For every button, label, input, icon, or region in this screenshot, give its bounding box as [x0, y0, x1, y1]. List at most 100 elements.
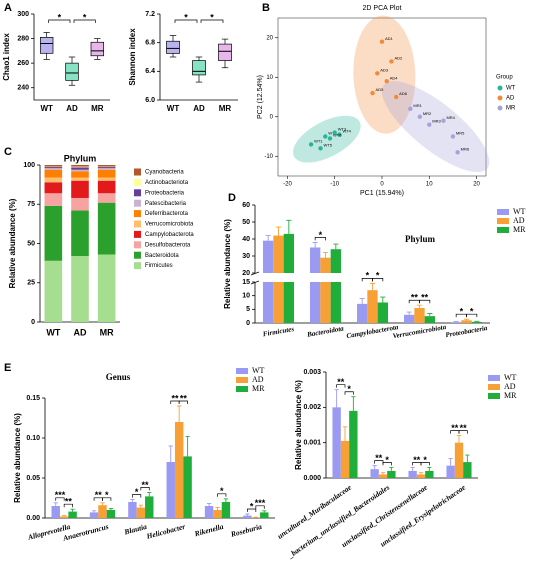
legend-swatch [236, 368, 248, 374]
y-tick-label: 0.003 [303, 369, 321, 376]
significance-label: * [319, 230, 323, 240]
point [417, 114, 423, 119]
bar-segment [44, 169, 63, 178]
box [166, 40, 180, 54]
legend-swatch [488, 375, 500, 381]
error-bar [53, 502, 58, 506]
legend-label: AD [504, 382, 516, 391]
legend-swatch [497, 227, 509, 233]
significance-bracket [132, 494, 142, 498]
error-bar [418, 472, 424, 475]
bar [89, 512, 99, 518]
error-bar [389, 466, 394, 471]
legend-label: Bacteroidota [145, 253, 179, 259]
y-tick-label: 0.05 [26, 475, 40, 482]
legend-label: WT [513, 207, 526, 216]
error-bar [62, 515, 67, 517]
point [389, 59, 394, 64]
x-tick-label: Roseburia [229, 522, 263, 539]
legend-label: Patescibacteria [145, 201, 187, 207]
error-bar [286, 219, 292, 234]
panel-label: E [4, 362, 11, 374]
point [327, 136, 333, 141]
bar-segment [71, 166, 89, 168]
bar-segment [71, 210, 89, 257]
bar-segment [44, 205, 63, 261]
bar-segment [71, 180, 89, 198]
point [427, 122, 432, 127]
legend-label: MR [504, 391, 517, 400]
y-axis-label: PC2 (12.54%) [257, 75, 264, 119]
legend-swatch [134, 199, 141, 207]
legend-label: Desulfobacterota [145, 242, 191, 248]
bar [166, 462, 175, 518]
bar [370, 469, 379, 478]
significance-bracket [174, 19, 198, 23]
legend-label: Verrucomicrobiota [145, 222, 194, 228]
bar [320, 257, 331, 323]
bar [260, 512, 269, 518]
error-bar [410, 466, 415, 471]
error-bar [215, 507, 220, 510]
error-bar [177, 405, 182, 422]
error-bar [262, 510, 267, 513]
bar-segment [97, 254, 116, 322]
legend-title: Group [496, 75, 513, 81]
y-tick-label: 75 [27, 201, 35, 208]
bar [136, 507, 146, 518]
bar [204, 506, 214, 518]
significance-bracket [372, 278, 384, 282]
point-label: AD3 [380, 67, 389, 72]
x-tick-label: -10 [330, 182, 339, 188]
error-bar [456, 435, 462, 443]
error-bar [275, 226, 282, 236]
error-bar [416, 304, 423, 308]
point [408, 106, 413, 112]
y-axis-label: Relative abundance (%) [294, 380, 303, 470]
significance-label: * [135, 487, 139, 497]
significance-bracket [419, 299, 431, 304]
significance-bracket [217, 493, 227, 497]
bar-segment [97, 177, 116, 181]
y-axis-label: Shannon index [128, 28, 137, 86]
x-tick-label: Proteobacteria [445, 324, 489, 339]
point-label: WT5 [324, 142, 333, 147]
legend-marker [497, 105, 503, 111]
error-bar [130, 499, 135, 502]
point-label: MR3 [432, 119, 441, 124]
confidence-ellipse [381, 81, 490, 173]
bar [403, 314, 415, 323]
bar-segment [44, 165, 63, 167]
legend-swatch [134, 220, 141, 228]
bar-segment [71, 197, 89, 211]
bar [174, 422, 184, 518]
chart-title: Genus [106, 372, 131, 382]
y-tick-label: 100 [23, 162, 35, 169]
bar-segment [44, 167, 63, 169]
confidence-ellipse [293, 115, 361, 163]
y-tick-label: 0.00 [26, 515, 40, 522]
significance-label: * [347, 384, 351, 394]
legend-label: MR [513, 225, 526, 234]
bar-segment [71, 177, 89, 181]
y-tick-label: 20 [242, 270, 250, 277]
point [337, 132, 342, 137]
legend-swatch [497, 218, 509, 224]
chart-title: Phylum [405, 234, 436, 244]
legend-swatch [497, 209, 509, 215]
y-tick-label: 240 [17, 85, 29, 92]
significance-label: * [366, 271, 370, 281]
legend-label: Firmicutes [145, 263, 173, 269]
point [450, 134, 456, 139]
error-bar [342, 426, 348, 441]
point [308, 142, 314, 147]
box [65, 62, 79, 81]
bar-segment [97, 167, 116, 169]
point [379, 39, 385, 44]
point [384, 79, 389, 84]
legend-swatch [488, 393, 500, 399]
legend-marker [497, 95, 503, 101]
x-tick-label: Rikenella [193, 522, 225, 539]
bar [51, 506, 60, 518]
y-tick-label: 15 [242, 279, 250, 286]
